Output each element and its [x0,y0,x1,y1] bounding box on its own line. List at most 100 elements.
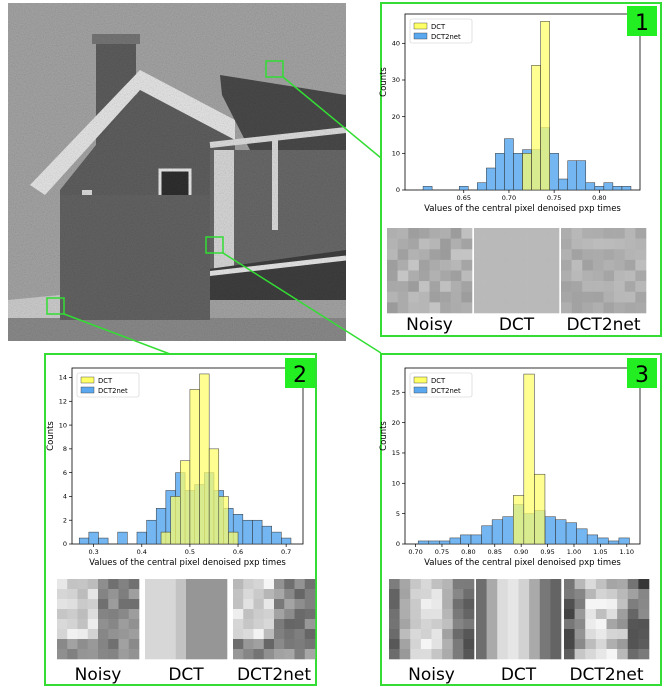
patch-pixel [440,238,452,250]
dct2net-bar [428,540,440,545]
patch-pixel [118,649,130,660]
patch-pixel [77,599,89,610]
patch-pixel [505,238,517,250]
patch-pixel [617,619,629,630]
patch-pixel [442,599,454,610]
patch-pixel [452,649,464,660]
patch-pixel [539,579,551,590]
patch-pixel [537,238,549,250]
patch-pixel [233,639,244,650]
patch-pixel [635,270,647,282]
patch-pixel [274,589,285,600]
patch-pixel [294,629,306,640]
patch-pixel [595,649,607,660]
dct2net-bar [117,531,128,545]
patch-pixel [527,270,539,282]
patch-dct [476,579,562,660]
patch-pixel [564,599,575,610]
patch-pixel [450,228,462,239]
patch-pixel [128,599,140,610]
patch-pixel [165,649,177,660]
patch-pixel [582,281,594,293]
patch-pixel [548,281,560,293]
patch-pixel [397,270,409,282]
patch-pixel [497,589,509,600]
patch-pixel [527,281,539,293]
patch-pixel [450,238,462,250]
patch-pixel [440,281,452,293]
patch-pixel [429,302,441,314]
patch-pixel [429,249,441,261]
patch-pixel [561,228,572,239]
dct-bar [523,373,535,545]
patch-pixel [497,579,509,590]
patch-pixel [529,589,541,600]
dct2net-bar [88,531,99,545]
patch-pixel [431,619,443,630]
dct-bar [160,531,171,545]
y-tick-label: 10 [392,150,400,158]
patch-pixel [571,302,583,314]
patch-pixel [274,619,285,630]
patch-pixel [284,599,295,610]
dct2net-bar [146,519,157,545]
patch-pixel [516,228,528,239]
patch-pixel [518,579,530,590]
patch-pixel [574,599,586,610]
patch-pixel [175,639,187,650]
dct2net-bar [477,182,487,191]
patch-pixel [550,599,562,610]
patch-pixel [505,270,517,282]
patch-pixel [87,599,99,610]
patch-pixel [486,619,498,630]
patch-pixel [294,599,306,610]
patch-pixel [175,609,187,620]
patch-pixel [57,609,68,620]
patch-pixel [484,291,496,303]
patch-pixel [128,619,140,630]
dct2net-bar [417,540,430,545]
patch-pixel [484,270,496,282]
patch-pixel [410,579,422,590]
patch-pixel [418,228,430,239]
dct2net-bar [558,178,568,191]
dct-bar [540,21,550,191]
patch-pixel [463,639,475,650]
patch-pixel [145,629,156,640]
patch-pixel [263,619,275,630]
patch-pixel [635,281,647,293]
patch-pixel [450,302,462,314]
patch-pixel [548,302,560,314]
patch-pixel [537,281,549,293]
legend-label: DCT [98,377,113,385]
patch-dct [474,228,560,314]
dct2net-bar [439,540,451,545]
patch-pixel [128,579,140,590]
patch-pixel [550,579,562,590]
patch-pixel [389,629,400,640]
patch-pixel [399,649,411,660]
patch-pixel [582,302,594,314]
patch-pixel [561,281,572,293]
patch-pixel [410,649,422,660]
patch-pixel [450,281,462,293]
patch-pixel [571,249,583,261]
x-axis-label: Values of the central pixel denoised pxp… [424,204,621,214]
patch-pixel [539,599,551,610]
panel-2: 0.3 0.4 0.5 0.6 0.7 0 2 4 6 8 10 12 14 Values of the … [46,358,316,685]
patch-pixel [216,639,228,650]
patch-pixel [304,589,316,600]
patch-pixel [452,629,464,640]
patch-dct2net [564,579,650,660]
patch-pixel [216,599,228,610]
patch-pixel [155,619,166,630]
patch-pixel [507,599,519,610]
patch-pixel [507,639,519,650]
legend-label: DCT2net [98,387,128,395]
patch-pixel [243,639,254,650]
patch-pixel [387,228,398,239]
patch-pixel [118,599,130,610]
patch-pixel [304,629,316,640]
panel-number: 2 [293,363,307,388]
patch-pixel [118,639,130,650]
